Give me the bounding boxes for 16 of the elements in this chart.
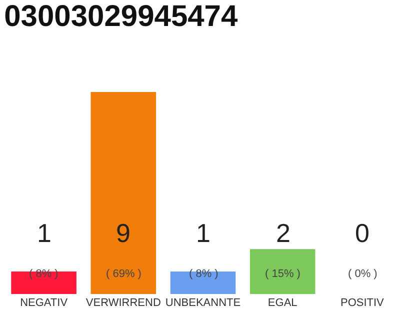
x-tick-label: POSITIV [340,297,385,309]
x-tick-label: VERWIRREND [86,297,161,309]
annotation: ( 8% ) [189,268,218,280]
data-label: 2 [276,218,290,248]
annotation: ( 15% ) [265,268,300,280]
chart-title: 03003029945474 [4,0,238,33]
annotation: ( 0% ) [348,268,378,280]
data-label: 1 [37,218,52,248]
annotation: ( 69% ) [106,268,142,280]
x-tick-label: NEGATIV [20,297,68,309]
annotation: ( 8% ) [29,268,58,280]
data-label: 9 [116,218,130,248]
x-tick-label: UNBEKANNTE [165,297,241,309]
data-label: 1 [196,218,210,248]
x-tick-label: EGAL [268,297,298,309]
data-label: 0 [355,218,370,248]
